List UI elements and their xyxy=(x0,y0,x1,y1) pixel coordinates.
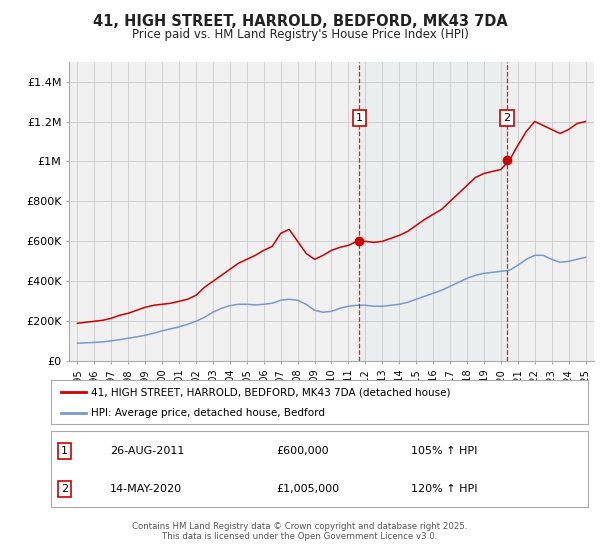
Text: 2: 2 xyxy=(503,113,511,123)
Text: £1,005,000: £1,005,000 xyxy=(277,484,340,494)
Text: 120% ↑ HPI: 120% ↑ HPI xyxy=(411,484,477,494)
Text: HPI: Average price, detached house, Bedford: HPI: Average price, detached house, Bedf… xyxy=(91,408,325,418)
Text: £600,000: £600,000 xyxy=(277,446,329,456)
Text: 41, HIGH STREET, HARROLD, BEDFORD, MK43 7DA (detached house): 41, HIGH STREET, HARROLD, BEDFORD, MK43 … xyxy=(91,387,451,397)
Text: 41, HIGH STREET, HARROLD, BEDFORD, MK43 7DA: 41, HIGH STREET, HARROLD, BEDFORD, MK43 … xyxy=(92,14,508,29)
Text: 26-AUG-2011: 26-AUG-2011 xyxy=(110,446,184,456)
Text: 1: 1 xyxy=(356,113,363,123)
Text: Price paid vs. HM Land Registry's House Price Index (HPI): Price paid vs. HM Land Registry's House … xyxy=(131,28,469,41)
Text: 1: 1 xyxy=(61,446,68,456)
Text: 105% ↑ HPI: 105% ↑ HPI xyxy=(411,446,477,456)
Text: Contains HM Land Registry data © Crown copyright and database right 2025.
This d: Contains HM Land Registry data © Crown c… xyxy=(132,522,468,542)
Text: 14-MAY-2020: 14-MAY-2020 xyxy=(110,484,182,494)
Text: 2: 2 xyxy=(61,484,68,494)
Bar xyxy=(359,62,507,361)
